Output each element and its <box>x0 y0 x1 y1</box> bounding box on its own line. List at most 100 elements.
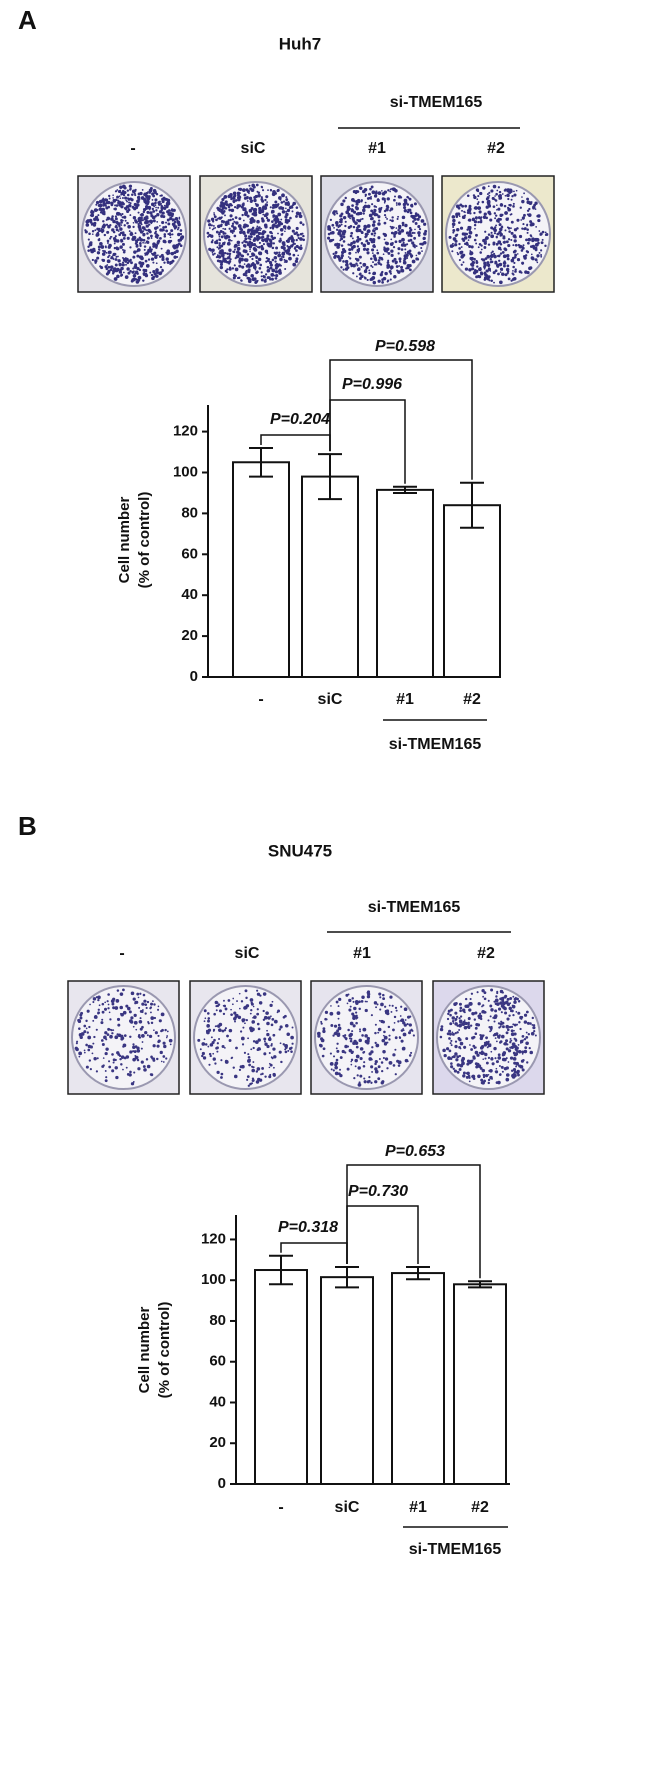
colony <box>501 213 504 217</box>
colony <box>418 227 422 231</box>
colony <box>163 261 166 264</box>
colony <box>265 216 269 220</box>
colony <box>88 232 91 236</box>
colony <box>537 218 541 223</box>
colony <box>360 199 363 202</box>
colony <box>458 242 461 246</box>
colony <box>526 224 528 227</box>
colony <box>249 1012 252 1015</box>
colony <box>266 1032 270 1037</box>
colony <box>468 1002 473 1006</box>
colony <box>468 204 472 208</box>
colony <box>534 208 537 210</box>
colony <box>163 197 167 201</box>
colony <box>244 1022 246 1025</box>
colony <box>410 214 414 218</box>
colony <box>142 241 144 244</box>
colony <box>130 1016 134 1020</box>
colony <box>244 989 248 993</box>
colony <box>369 278 373 281</box>
colony <box>140 1047 143 1050</box>
colony <box>260 217 264 221</box>
colony <box>480 248 483 251</box>
colony <box>161 220 165 225</box>
colony <box>339 214 343 218</box>
colony <box>147 258 151 261</box>
colony <box>449 1008 453 1012</box>
colony <box>487 1040 490 1043</box>
colony <box>372 240 376 244</box>
colony <box>420 219 425 223</box>
colony <box>510 231 514 235</box>
bar <box>320 1276 374 1485</box>
colony <box>113 267 117 271</box>
colony <box>477 1023 481 1027</box>
colony <box>216 1046 219 1050</box>
colony <box>164 1028 167 1032</box>
colony <box>215 230 219 234</box>
colony <box>132 274 137 278</box>
colony <box>91 258 94 262</box>
colony <box>355 251 357 254</box>
colony <box>356 264 359 267</box>
colony <box>383 199 387 203</box>
colony <box>367 992 371 996</box>
colony <box>247 237 250 240</box>
colony <box>374 1067 378 1071</box>
colony <box>216 1001 219 1004</box>
colony <box>501 272 505 276</box>
colony <box>351 997 354 1000</box>
group-label: si-TMEM165 <box>389 736 482 753</box>
colony <box>213 213 216 216</box>
colony <box>271 1018 275 1021</box>
colony <box>393 1015 397 1019</box>
colony <box>386 217 389 220</box>
colony <box>130 193 134 196</box>
colony <box>218 207 221 210</box>
colony <box>165 205 169 209</box>
colony <box>494 1009 498 1013</box>
colony <box>261 209 265 213</box>
colony <box>357 224 361 228</box>
colony <box>464 1025 468 1029</box>
colony <box>525 1035 529 1039</box>
colony <box>415 245 418 248</box>
colony <box>491 1062 495 1066</box>
colony <box>334 1065 338 1070</box>
colony <box>456 1070 460 1074</box>
colony <box>252 263 257 267</box>
colony <box>382 1057 385 1060</box>
colony <box>98 1004 101 1007</box>
colony <box>273 1066 275 1069</box>
colony <box>413 236 417 240</box>
colony <box>158 210 163 214</box>
colony <box>233 194 237 198</box>
colony <box>115 204 119 207</box>
colony <box>295 215 298 218</box>
colony <box>446 1032 450 1036</box>
colony <box>285 1046 288 1049</box>
colony <box>456 1055 460 1059</box>
colony <box>462 253 466 257</box>
colony <box>422 236 426 241</box>
colony <box>528 266 532 271</box>
colony <box>344 1037 348 1040</box>
colony <box>497 186 501 189</box>
colony <box>412 220 415 223</box>
colony <box>481 1010 484 1014</box>
colony <box>137 216 141 220</box>
colony <box>381 189 383 192</box>
colony <box>342 260 345 263</box>
colony <box>112 194 114 196</box>
colony <box>447 1012 450 1016</box>
colony <box>406 203 410 206</box>
colony <box>112 230 116 234</box>
colony <box>381 197 385 201</box>
colony <box>235 1046 238 1050</box>
colony <box>495 242 499 246</box>
colony <box>278 196 282 200</box>
colony <box>260 247 265 251</box>
y-tick-label: 60 <box>181 545 198 562</box>
colony <box>126 236 130 240</box>
colony <box>476 189 480 193</box>
